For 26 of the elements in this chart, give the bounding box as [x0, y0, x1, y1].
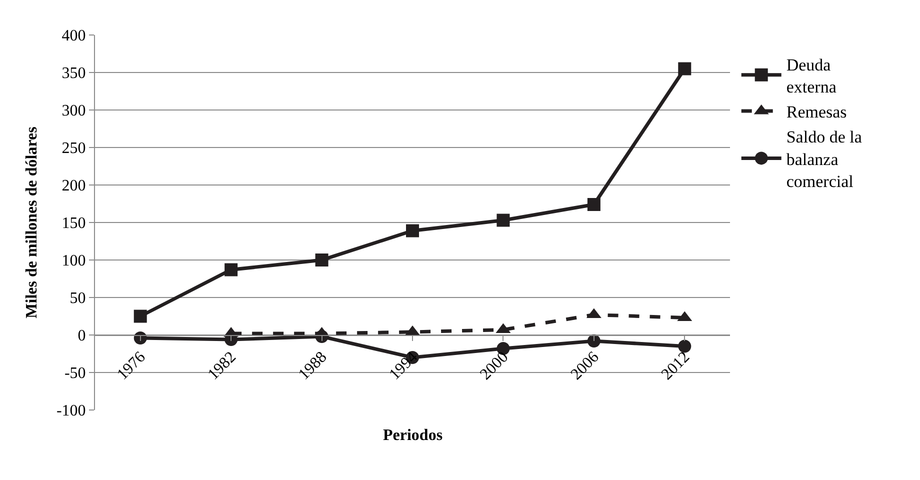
y-tick-label: 300 — [62, 102, 86, 120]
point — [587, 198, 600, 211]
point — [678, 62, 692, 76]
point — [315, 254, 328, 266]
point — [587, 334, 600, 348]
legend-label: Remesas — [786, 102, 847, 122]
legend-label: Deuda externa — [786, 55, 837, 97]
y-axis-title: Miles de millones de dólares — [23, 126, 40, 318]
y-tick-label: 250 — [62, 140, 86, 158]
y-tick-label: -100 — [56, 402, 86, 420]
y-tick-label: 0 — [78, 328, 86, 345]
x-axis-title: Periodos — [383, 427, 443, 444]
y-tick-label: 100 — [62, 252, 86, 270]
point — [224, 263, 238, 276]
y-tick-label: 50 — [70, 290, 86, 308]
point — [678, 340, 692, 353]
legend-label: Saldo de la balanza comercial — [786, 128, 862, 191]
point — [134, 332, 147, 344]
y-tick-label: -50 — [64, 365, 86, 382]
y-tick-label: 350 — [62, 65, 86, 82]
y-tick-label: 400 — [62, 28, 86, 45]
y-tick-label: 150 — [62, 215, 86, 232]
y-tick-label: 200 — [62, 178, 86, 195]
point — [134, 310, 147, 323]
point — [496, 214, 510, 227]
point — [406, 224, 419, 238]
